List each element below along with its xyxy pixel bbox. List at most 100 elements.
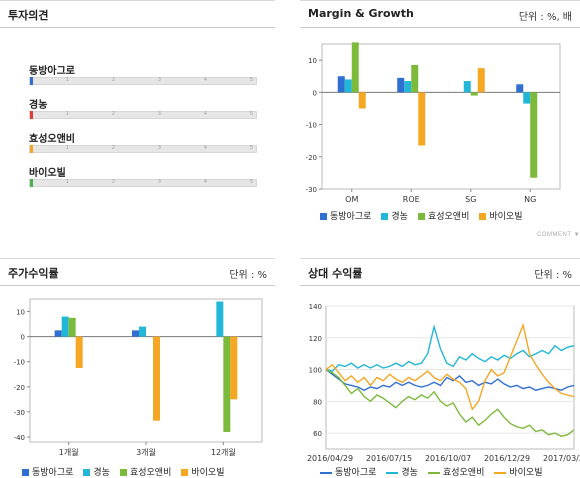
bar <box>404 81 412 93</box>
legend-label: 경농 <box>93 468 110 478</box>
legend-item: 동방아그로 <box>320 209 371 222</box>
legend-swatch <box>381 213 389 220</box>
legend-item: 경농 <box>83 465 110 478</box>
y-tick-label: 120 <box>309 335 322 343</box>
opinion-tick: 5 <box>250 111 253 117</box>
bar <box>523 92 531 104</box>
legend-label: 동방아그로 <box>335 468 377 478</box>
y-tick-label: -10 <box>306 122 317 130</box>
opinion-tick: 1 <box>66 145 69 151</box>
opinion-tick: 4 <box>204 179 207 185</box>
x-tick-label: ROE <box>403 195 420 204</box>
legend-label: 바이오빌 <box>489 212 523 222</box>
bar <box>344 79 352 93</box>
bar <box>516 84 524 93</box>
x-tick-label: 2016/10/07 <box>425 454 471 463</box>
bar <box>470 92 478 96</box>
legend-swatch <box>479 213 487 220</box>
opinion-company-name: 경농 <box>29 100 48 111</box>
y-tick-label: -40 <box>14 434 25 442</box>
opinion-company-name: 효성오앤비 <box>29 134 75 145</box>
bar <box>477 68 485 93</box>
y-tick-label: 10 <box>16 309 25 317</box>
bar <box>68 317 76 337</box>
legend-label: 효성오앤비 <box>427 212 470 222</box>
relative-panel: 상대 수익률 단위 : % 140 120 100 80 60 2016/04/29 201… <box>300 258 580 478</box>
opinion-tick: 4 <box>204 77 207 83</box>
opinion-marker <box>30 77 33 85</box>
bar <box>153 336 160 421</box>
panel-title: 상대 수익률 <box>308 267 363 280</box>
triangle-down-icon: ▼ <box>573 232 580 238</box>
x-tick-label: 2016/12/29 <box>484 454 530 463</box>
legend-item: 경농 <box>386 465 418 478</box>
legend-swatch <box>22 469 29 476</box>
bar <box>337 76 345 93</box>
unit-label: 단위 : % <box>534 270 572 281</box>
y-tick-label: 80 <box>313 398 322 406</box>
bar <box>132 330 139 337</box>
opinion-tick: 2 <box>112 111 115 117</box>
stock-chart: 10 0 -10 -20 -30 -40 1개월 3개월 12개월 <box>14 298 263 457</box>
opinion-marker <box>30 179 33 187</box>
legend-item: 동방아그로 <box>22 465 73 478</box>
legend-swatch <box>181 469 189 476</box>
margin-panel: Margin & Growth 단위 : %, 배 10 0 -10 -20 -30 OM… <box>300 0 580 240</box>
unit-label: 단위 : % <box>229 270 267 281</box>
legend-label: 효성오앤비 <box>442 468 485 478</box>
y-tick-label: 60 <box>313 430 322 438</box>
panel-title: 주가수익률 <box>8 267 59 280</box>
opinion-tick: 2 <box>112 77 115 83</box>
opinion-header: 투자의견 <box>0 0 275 28</box>
relative-header: 상대 수익률 단위 : % <box>300 258 580 286</box>
legend-label: 동방아그로 <box>330 212 372 222</box>
legend-label: 경농 <box>401 468 418 478</box>
comment-toggle[interactable]: COMMENT ▼ <box>537 232 580 238</box>
legend-item: 효성오앤비 <box>417 209 470 222</box>
legend-item: 바이오빌 <box>494 465 543 478</box>
y-tick-label: 0 <box>313 89 317 97</box>
series-line <box>325 369 575 391</box>
y-tick-label: -20 <box>306 154 317 162</box>
x-tick-label: SG <box>465 195 476 204</box>
legend-label: 바이오빌 <box>509 468 543 478</box>
bar <box>530 92 538 178</box>
legend-label: 효성오앤비 <box>129 468 172 478</box>
bar <box>216 301 224 337</box>
bar <box>61 316 69 337</box>
x-tick-label: 2016/07/15 <box>366 454 412 463</box>
opinion-marker <box>30 145 33 153</box>
legend-item: 바이오빌 <box>181 465 225 478</box>
legend-label: 바이오빌 <box>191 468 225 478</box>
bar <box>418 92 426 146</box>
x-tick-label: 1개월 <box>59 447 79 457</box>
opinion-scale-bar: 1 2 3 4 5 <box>29 145 257 153</box>
x-tick-label: OM <box>345 195 358 204</box>
bar <box>139 326 146 337</box>
margin-legend: 동방아그로 경농 효성오앤비 바이오빌 <box>320 209 533 222</box>
bar <box>463 81 471 93</box>
legend-item: 경농 <box>381 209 408 222</box>
stock-panel: 주가수익률 단위 : % 10 0 -10 -20 -30 -40 1개월 3개월 12개월 동… <box>0 258 275 478</box>
legend-item: 동방아그로 <box>320 465 376 478</box>
y-tick-label: 140 <box>309 303 322 311</box>
legend-swatch <box>417 213 425 220</box>
opinion-tick: 5 <box>250 145 253 151</box>
opinion-tick: 3 <box>158 77 161 83</box>
relative-legend: 동방아그로 경농 효성오앤비 바이오빌 <box>320 465 553 478</box>
series-line <box>325 322 575 411</box>
legend-swatch <box>320 471 332 474</box>
bar <box>54 330 62 337</box>
opinion-tick: 3 <box>158 179 161 185</box>
legend-label: 동방아그로 <box>32 468 74 478</box>
opinion-company-name: 동방아그로 <box>29 66 75 77</box>
opinion-company-name: 바이오빌 <box>29 168 66 179</box>
legend-swatch <box>83 469 91 476</box>
opinion-tick: 3 <box>158 145 161 151</box>
panel-title: Margin & Growth <box>308 7 414 20</box>
margin-chart: 10 0 -10 -20 -30 OM ROE SG NG <box>306 42 561 204</box>
opinion-scale-bar: 1 2 3 4 5 <box>29 77 257 85</box>
opinion-tick: 4 <box>204 111 207 117</box>
x-tick-label: 3개월 <box>136 447 156 457</box>
legend-swatch <box>427 471 440 474</box>
